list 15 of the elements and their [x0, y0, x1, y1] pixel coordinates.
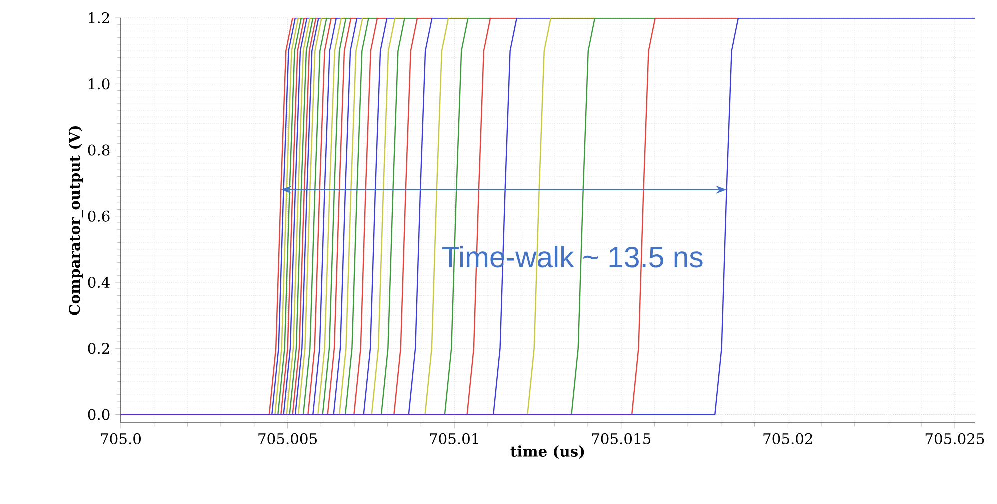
x-tick-label: 705.02 — [764, 433, 812, 444]
y-tick-label: 0.2 — [88, 343, 110, 354]
x-tick-label: 705.0 — [101, 433, 141, 444]
x-axis-title: time (us) — [510, 446, 584, 460]
y-tick-label: 1.2 — [89, 12, 110, 24]
y-tick-label: 0.0 — [88, 409, 110, 420]
x-tick-label: 705.025 — [926, 433, 984, 444]
x-tick-label: 705.01 — [430, 433, 478, 444]
y-tick-label: 0.8 — [88, 144, 110, 156]
x-tick-label: 705.015 — [592, 433, 651, 444]
y-tick-label: 1.0 — [89, 78, 110, 90]
x-tick-label: 705.005 — [258, 433, 317, 444]
y-axis-title: Comparator_output (V) — [68, 126, 84, 316]
y-tick-label: 0.6 — [88, 210, 110, 222]
y-tick-label: 0.4 — [88, 276, 110, 288]
